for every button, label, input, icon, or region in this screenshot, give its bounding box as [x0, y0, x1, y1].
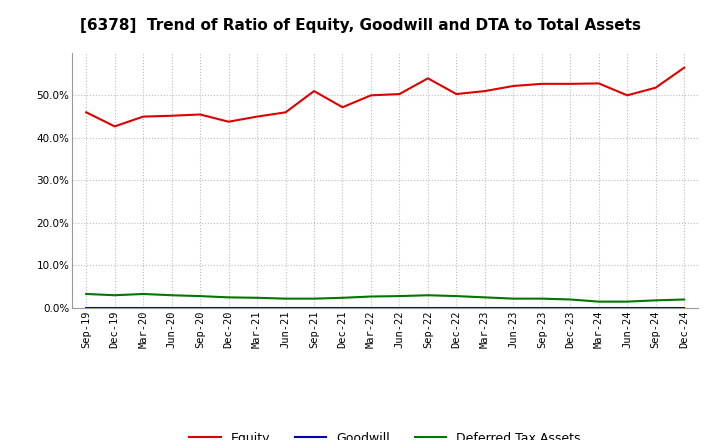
Goodwill — [253, 305, 261, 311]
Equity — [537, 81, 546, 87]
Deferred Tax Assets — [537, 296, 546, 301]
Line: Equity: Equity — [86, 68, 684, 126]
Equity — [680, 65, 688, 70]
Goodwill — [196, 305, 204, 311]
Goodwill — [595, 305, 603, 311]
Goodwill — [480, 305, 489, 311]
Equity — [423, 76, 432, 81]
Equity — [366, 93, 375, 98]
Goodwill — [82, 305, 91, 311]
Goodwill — [509, 305, 518, 311]
Deferred Tax Assets — [338, 295, 347, 301]
Text: [6378]  Trend of Ratio of Equity, Goodwill and DTA to Total Assets: [6378] Trend of Ratio of Equity, Goodwil… — [79, 18, 641, 33]
Equity — [225, 119, 233, 125]
Equity — [509, 83, 518, 88]
Legend: Equity, Goodwill, Deferred Tax Assets: Equity, Goodwill, Deferred Tax Assets — [184, 427, 586, 440]
Deferred Tax Assets — [310, 296, 318, 301]
Deferred Tax Assets — [423, 293, 432, 298]
Equity — [480, 88, 489, 94]
Deferred Tax Assets — [366, 294, 375, 299]
Goodwill — [395, 305, 404, 311]
Deferred Tax Assets — [595, 299, 603, 304]
Equity — [167, 113, 176, 118]
Goodwill — [680, 305, 688, 311]
Deferred Tax Assets — [623, 299, 631, 304]
Deferred Tax Assets — [167, 293, 176, 298]
Deferred Tax Assets — [652, 298, 660, 303]
Equity — [282, 110, 290, 115]
Goodwill — [452, 305, 461, 311]
Equity — [139, 114, 148, 119]
Deferred Tax Assets — [225, 295, 233, 300]
Deferred Tax Assets — [196, 293, 204, 299]
Goodwill — [623, 305, 631, 311]
Deferred Tax Assets — [566, 297, 575, 302]
Deferred Tax Assets — [452, 293, 461, 299]
Deferred Tax Assets — [395, 293, 404, 299]
Deferred Tax Assets — [139, 291, 148, 297]
Equity — [595, 81, 603, 86]
Goodwill — [423, 305, 432, 311]
Deferred Tax Assets — [480, 295, 489, 300]
Deferred Tax Assets — [82, 291, 91, 297]
Equity — [110, 124, 119, 129]
Deferred Tax Assets — [282, 296, 290, 301]
Equity — [310, 88, 318, 94]
Equity — [82, 110, 91, 115]
Equity — [338, 105, 347, 110]
Deferred Tax Assets — [680, 297, 688, 302]
Equity — [395, 92, 404, 97]
Goodwill — [282, 305, 290, 311]
Goodwill — [366, 305, 375, 311]
Equity — [566, 81, 575, 87]
Equity — [452, 92, 461, 97]
Goodwill — [225, 305, 233, 311]
Goodwill — [310, 305, 318, 311]
Line: Deferred Tax Assets: Deferred Tax Assets — [86, 294, 684, 302]
Goodwill — [110, 305, 119, 311]
Goodwill — [167, 305, 176, 311]
Equity — [652, 85, 660, 90]
Equity — [253, 114, 261, 119]
Deferred Tax Assets — [110, 293, 119, 298]
Deferred Tax Assets — [253, 295, 261, 301]
Equity — [196, 112, 204, 117]
Goodwill — [652, 305, 660, 311]
Goodwill — [139, 305, 148, 311]
Goodwill — [566, 305, 575, 311]
Equity — [623, 93, 631, 98]
Goodwill — [338, 305, 347, 311]
Deferred Tax Assets — [509, 296, 518, 301]
Goodwill — [537, 305, 546, 311]
